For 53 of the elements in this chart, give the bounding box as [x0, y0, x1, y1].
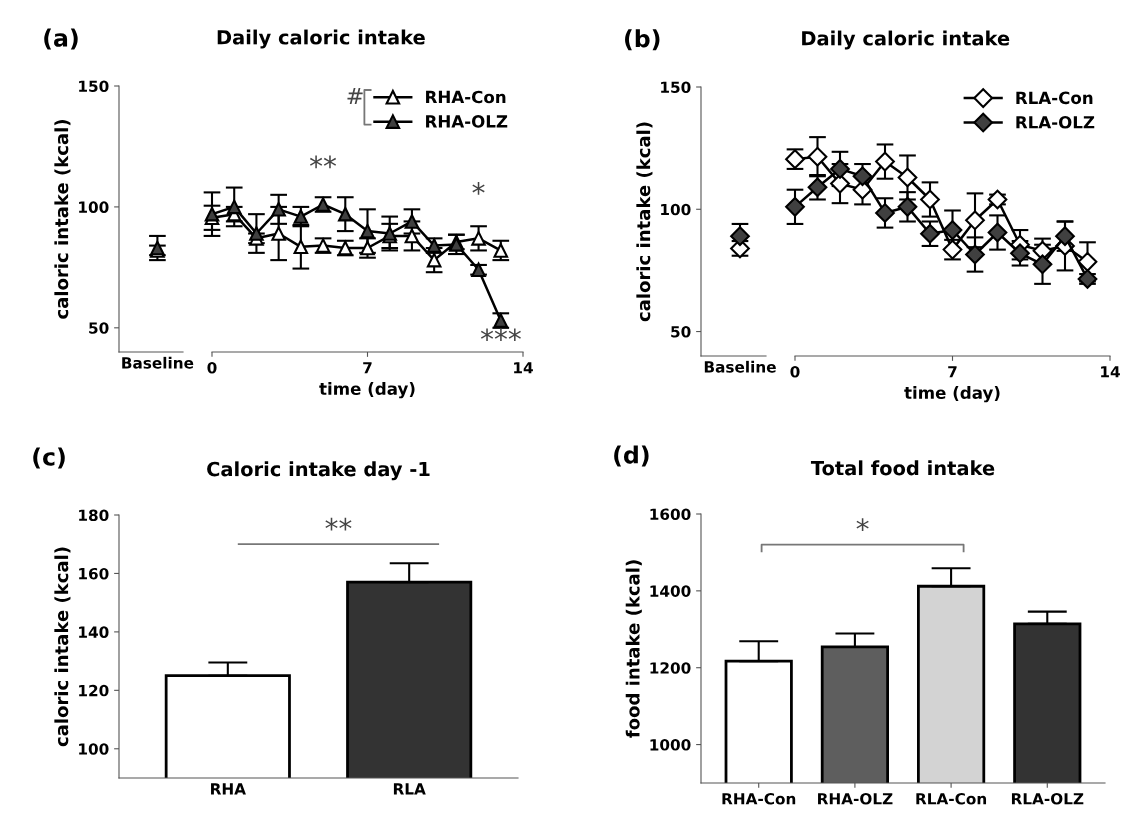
- y-tick-label: 1000: [650, 739, 691, 751]
- x-tick-label: 7: [363, 362, 372, 374]
- annotation: #: [347, 88, 363, 104]
- y-tick-label: 100: [79, 743, 109, 755]
- y-axis-title: caloric intake (kcal): [54, 120, 71, 319]
- y-axis-title: caloric intake (kcal): [54, 547, 71, 747]
- x-tick-label: 0: [207, 361, 217, 374]
- y-tick-label: 180: [79, 509, 109, 522]
- legend-label: RLA-Con: [1016, 91, 1093, 105]
- annotation: *: [472, 182, 485, 195]
- x-tick-label: Baseline: [122, 356, 194, 369]
- x-tick-label: 7: [948, 366, 957, 378]
- x-axis-title: time (day): [904, 386, 1000, 403]
- legend-label: RHA-Con: [426, 90, 506, 104]
- y-axis-title: food intake (kcal): [625, 560, 642, 738]
- x-tick-label: RHA-OLZ: [818, 792, 893, 805]
- chart-title: Total food intake: [810, 460, 995, 476]
- y-tick-label: 150: [79, 80, 109, 93]
- y-tick-label: 50: [89, 322, 109, 334]
- y-tick-label: 150: [661, 81, 691, 94]
- legend-label: RHA-OLZ: [426, 115, 508, 128]
- y-tick-label: 1600: [650, 508, 691, 521]
- y-tick-label: 1200: [650, 662, 691, 674]
- x-tick-label: RHA-Con: [722, 792, 796, 805]
- x-tick-label: 14: [514, 362, 533, 374]
- y-tick-label: 100: [79, 201, 109, 213]
- annotation: **: [325, 517, 352, 531]
- annotation: **: [309, 155, 337, 169]
- chart-title: Daily caloric intake: [217, 29, 425, 49]
- y-tick-label: 50: [671, 326, 691, 338]
- text: (d): [614, 445, 649, 467]
- y-axis-title: caloric intake (kcal): [636, 122, 653, 322]
- chart-title: Daily caloric intake: [802, 30, 1010, 50]
- y-tick-label: 160: [79, 567, 109, 580]
- x-axis-title: time (day): [319, 382, 415, 399]
- x-tick-label: RHA: [211, 783, 246, 795]
- x-tick-label: RLA-Con: [916, 792, 987, 805]
- text: (a): [44, 28, 78, 50]
- x-tick-label: RLA: [393, 783, 426, 795]
- y-tick-label: 100: [661, 203, 691, 216]
- annotation: *: [856, 518, 869, 531]
- x-tick-label: Baseline: [704, 360, 776, 373]
- chart-title: Caloric intake day -1: [207, 461, 430, 481]
- text: (b): [625, 29, 660, 51]
- x-tick-label: 0: [790, 365, 800, 378]
- y-tick-label: 140: [79, 626, 109, 638]
- annotation: ***: [480, 328, 521, 342]
- text: (c): [33, 447, 65, 469]
- y-tick-label: 1400: [650, 585, 691, 597]
- x-tick-label: RLA-OLZ: [1011, 792, 1084, 805]
- x-tick-label: 14: [1101, 366, 1120, 378]
- legend-label: RLA-OLZ: [1016, 116, 1095, 129]
- y-tick-label: 120: [79, 684, 109, 697]
